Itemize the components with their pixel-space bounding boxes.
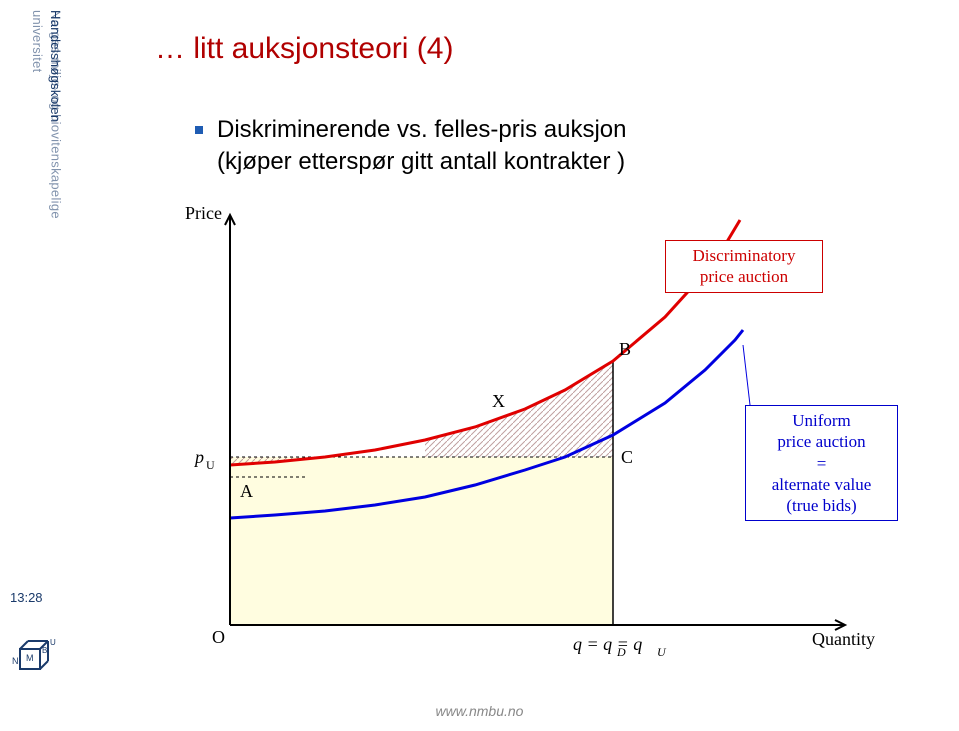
auction-chart: OpUAXBCq = q = qDU Discriminatory price … bbox=[165, 195, 895, 665]
svg-text:B: B bbox=[619, 339, 631, 359]
svg-text:B: B bbox=[42, 646, 47, 655]
x-axis-label: Quantity bbox=[812, 629, 875, 650]
svg-text:p: p bbox=[193, 447, 204, 467]
svg-text:D: D bbox=[616, 645, 626, 659]
discriminatory-label-box: Discriminatory price auction bbox=[665, 240, 823, 293]
svg-text:N: N bbox=[12, 656, 19, 666]
slide-title: … litt auksjonsteori (4) bbox=[155, 32, 453, 66]
sidebar-line-2: Norges miljø- og biovitenskapelige unive… bbox=[28, 10, 64, 270]
uniform-label-3: = bbox=[817, 454, 827, 473]
bullet-item: Diskriminerende vs. felles-pris auksjon … bbox=[195, 114, 626, 179]
y-axis-label: Price bbox=[185, 203, 222, 224]
svg-text:O: O bbox=[212, 627, 225, 647]
footer-url: www.nmbu.no bbox=[0, 703, 959, 719]
svg-text:X: X bbox=[492, 391, 505, 411]
uniform-label-5: (true bids) bbox=[786, 496, 856, 515]
nmbu-logo: N M B U bbox=[10, 631, 65, 676]
discriminatory-label-2: price auction bbox=[700, 267, 788, 286]
svg-text:C: C bbox=[621, 447, 633, 467]
svg-text:U: U bbox=[50, 638, 56, 647]
bullet-line-1: Diskriminerende vs. felles-pris auksjon bbox=[217, 116, 626, 143]
sidebar-text: Handelshøgskolen Norges miljø- og biovit… bbox=[28, 10, 68, 270]
svg-text:U: U bbox=[206, 458, 215, 472]
uniform-label-box: Uniform price auction = alternate value … bbox=[745, 405, 898, 521]
svg-text:U: U bbox=[657, 645, 667, 659]
uniform-label-1: Uniform bbox=[792, 411, 851, 430]
discriminatory-label-1: Discriminatory bbox=[693, 246, 796, 265]
uniform-label-2: price auction bbox=[777, 432, 865, 451]
svg-text:M: M bbox=[26, 653, 34, 663]
bullet-line-2: (kjøper etterspør gitt antall kontrakter… bbox=[217, 148, 625, 175]
page-number: 13:28 bbox=[10, 590, 43, 605]
svg-text:A: A bbox=[240, 481, 253, 501]
bullet-list: Diskriminerende vs. felles-pris auksjon … bbox=[155, 114, 626, 179]
svg-text:q = q = q: q = q = q bbox=[573, 634, 642, 654]
uniform-label-4: alternate value bbox=[772, 475, 872, 494]
